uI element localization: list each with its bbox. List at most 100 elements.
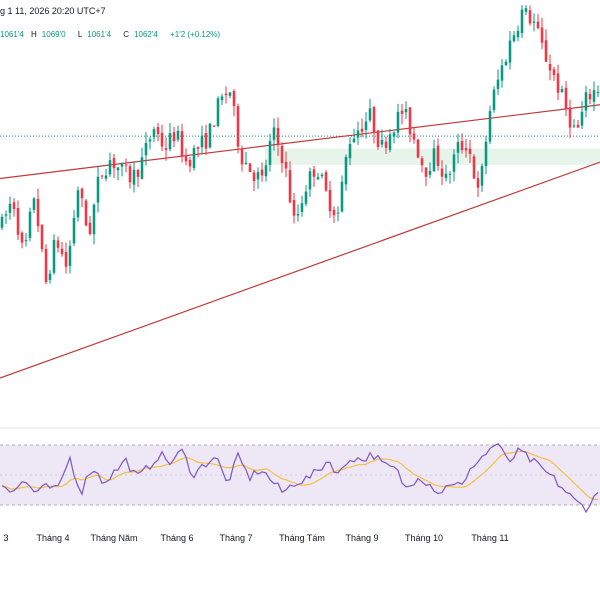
candle-body <box>512 35 516 42</box>
candle-body <box>220 96 224 101</box>
candle-body <box>344 156 348 185</box>
candle-body <box>360 128 364 132</box>
rsi-ma-line <box>1 450 599 501</box>
candle-body <box>68 245 72 266</box>
candle-body <box>128 166 132 183</box>
candle-body <box>212 125 216 127</box>
candle-body <box>8 204 12 213</box>
candle-body <box>32 198 36 210</box>
candle-body <box>424 167 428 177</box>
candle-body <box>528 10 532 24</box>
candle-body <box>284 161 288 169</box>
candle-body <box>188 160 192 167</box>
candle-body <box>444 173 448 179</box>
candle-body <box>392 132 396 137</box>
candle-body <box>356 130 360 138</box>
candle-body <box>36 198 40 227</box>
time-axis-label: Tháng 10 <box>405 533 443 543</box>
candle-body <box>72 217 76 244</box>
candle-body <box>144 143 148 156</box>
candle-body <box>568 107 572 128</box>
time-axis-label: Tháng Năm <box>90 533 137 543</box>
candle-body <box>532 21 536 23</box>
candle-body <box>340 181 344 212</box>
candle-body <box>336 212 340 214</box>
candle-body <box>136 169 140 177</box>
candle-body <box>164 148 168 150</box>
candle-body <box>120 162 124 167</box>
candle-body <box>276 127 280 146</box>
candle-body <box>536 21 540 29</box>
candle-body <box>308 171 312 190</box>
candle-body <box>288 170 292 203</box>
candle-body <box>44 248 48 283</box>
candle-body <box>140 157 144 179</box>
close-value: 1062'4 <box>134 30 158 39</box>
candle-body <box>224 93 228 96</box>
candle-body <box>148 139 152 142</box>
candle-body <box>28 211 32 238</box>
candle-body <box>56 240 60 248</box>
candle-body <box>12 202 16 210</box>
candle-body <box>332 209 336 216</box>
candle-body <box>452 154 456 172</box>
candle-body <box>364 121 368 130</box>
candle-body <box>232 90 236 107</box>
candle-body <box>484 141 488 167</box>
candle-body <box>576 124 580 128</box>
candle-body <box>40 224 44 250</box>
candle-body <box>316 177 320 180</box>
time-axis-label: Tháng 7 <box>219 533 252 543</box>
candle-body <box>544 40 548 62</box>
time-axis-label: Tháng 6 <box>160 533 193 543</box>
candle-body <box>196 147 200 149</box>
candle-body <box>264 165 268 177</box>
candle-body <box>176 130 180 140</box>
time-axis-label: Tháng 4 <box>36 533 69 543</box>
candle-body <box>456 142 460 153</box>
low-value: 1061'4 <box>87 30 112 39</box>
candle-body <box>408 107 412 135</box>
candle-body <box>88 222 92 235</box>
candle-body <box>104 175 108 179</box>
candle-body <box>540 27 544 43</box>
close-label: C <box>123 30 130 39</box>
candle-body <box>300 203 304 212</box>
high-value: 1069'0 <box>41 30 66 39</box>
candle-body <box>400 110 404 114</box>
channel-upper-line <box>0 104 600 180</box>
candle-body <box>464 148 468 151</box>
candle-body <box>472 156 476 179</box>
channel-lower-line <box>0 161 600 379</box>
time-axis-label: 3 <box>3 533 8 543</box>
candle-body <box>4 214 8 216</box>
candle-body <box>60 248 64 255</box>
candle-body <box>328 189 332 212</box>
candle-body <box>556 73 560 93</box>
candle-body <box>112 158 116 169</box>
candle-body <box>292 200 296 216</box>
candle-body <box>564 87 568 109</box>
candle-body <box>348 144 352 159</box>
candle-body <box>204 133 208 149</box>
candle-body <box>304 191 308 204</box>
candle-body <box>596 92 600 94</box>
candles-layer <box>0 5 600 285</box>
candle-body <box>580 111 584 126</box>
candle-body <box>436 145 440 166</box>
candle-body <box>244 162 248 165</box>
candle-body <box>240 148 244 165</box>
candle-body <box>252 172 256 181</box>
candle-body <box>588 93 592 100</box>
candle-body <box>516 30 520 38</box>
channel-layer <box>0 104 600 379</box>
candle-body <box>520 9 524 34</box>
candle-body <box>132 169 136 185</box>
candle-body <box>412 133 416 140</box>
candle-body <box>368 108 372 121</box>
candle-body <box>448 173 452 175</box>
candle-body <box>584 92 588 111</box>
candle-body <box>380 139 384 145</box>
